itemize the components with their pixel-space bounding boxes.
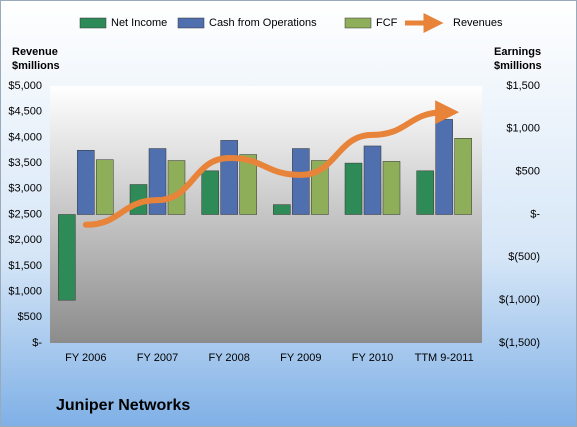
bar: [273, 204, 291, 215]
bar: [363, 145, 382, 215]
bar: [239, 154, 257, 215]
y-tick-label: $1,500: [8, 260, 42, 272]
y2-tick-label: $500: [516, 166, 540, 178]
y-tick-label: $3,000: [8, 183, 42, 195]
y2-tick-label: $(1,000): [499, 294, 540, 306]
bar: [382, 161, 401, 215]
legend-swatch: [79, 17, 107, 29]
x-tick-label: FY 2008: [208, 352, 249, 364]
y-tick-label: $-: [32, 337, 42, 349]
y-tick-label: $1,000: [8, 286, 42, 298]
bar: [292, 148, 310, 215]
y-axis-title: $millions: [12, 60, 60, 72]
x-tick-label: FY 2010: [352, 352, 393, 364]
y2-axis-title: $millions: [494, 60, 542, 72]
x-tick-label: FY 2007: [137, 352, 178, 364]
y-tick-label: $5,000: [8, 80, 42, 92]
bar: [58, 214, 76, 301]
bar: [454, 138, 472, 215]
legend-label: Cash from Operations: [209, 17, 317, 29]
x-tick-label: FY 2006: [65, 352, 106, 364]
legend-label: Net Income: [111, 17, 167, 29]
y-tick-label: $2,000: [8, 234, 42, 246]
legend-label: Revenues: [453, 17, 503, 29]
bar: [96, 159, 114, 215]
bar: [148, 148, 167, 215]
bar: [220, 140, 238, 215]
bar: [77, 150, 95, 215]
y-tick-label: $500: [18, 311, 42, 323]
x-tick-label: FY 2009: [280, 352, 321, 364]
bar: [201, 170, 219, 215]
bar: [344, 162, 363, 215]
legend-swatch: [177, 17, 205, 29]
line: [82, 100, 460, 228]
legend-label: FCF: [376, 17, 398, 29]
y-axis-title: Revenue: [12, 46, 58, 58]
y2-tick-label: $(500): [508, 251, 540, 263]
y2-tick-label: $(1,500): [499, 337, 540, 349]
bar: [435, 119, 453, 215]
chart-title: Juniper Networks: [56, 397, 190, 414]
x-tick-label: TTM 9-2011: [415, 352, 474, 364]
legend-swatch: [344, 17, 372, 29]
y2-tick-label: $-: [530, 208, 540, 220]
y-tick-label: $4,500: [8, 106, 42, 118]
y-tick-label: $3,500: [8, 157, 42, 169]
y-tick-label: $2,500: [8, 208, 42, 220]
y2-axis-title: Earnings: [494, 46, 541, 58]
y2-tick-label: $1,500: [506, 80, 540, 92]
y2-tick-label: $1,000: [506, 123, 540, 135]
bar: [416, 170, 434, 215]
y-tick-label: $4,000: [8, 131, 42, 143]
